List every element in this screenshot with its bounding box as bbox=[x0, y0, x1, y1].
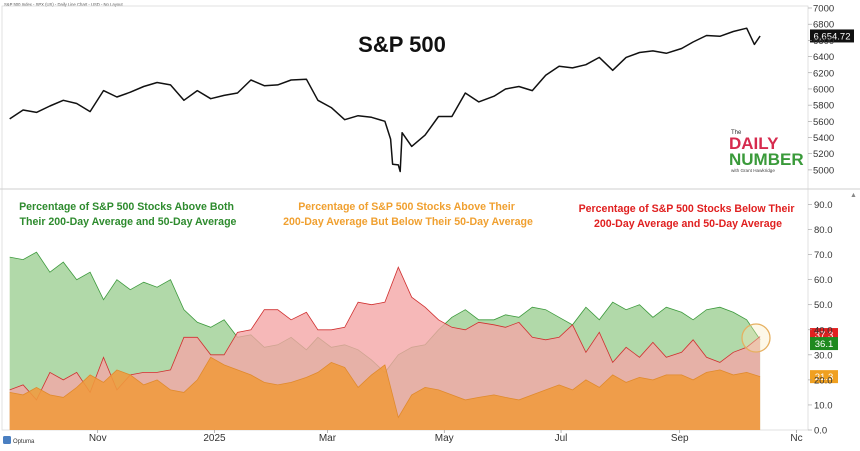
breadth-axis: 90.0 80.0 70.0 60.0 50.0 40.0 30.0 20.0 10.0 0.0 bbox=[808, 200, 833, 437]
footer-brand-text: Optuma bbox=[13, 439, 35, 445]
below-both-area-line bbox=[9, 266, 761, 401]
above-200-below-50-area bbox=[9, 357, 761, 430]
breadth-tick-label: 90.0 bbox=[814, 200, 833, 211]
breadth-tick-label: 70.0 bbox=[814, 250, 833, 261]
date-tick-label: 2025 bbox=[203, 433, 226, 444]
breadth-tick-label: 20.0 bbox=[814, 375, 833, 386]
price-tick-label: 6200 bbox=[813, 68, 834, 79]
price-tick-label: 5000 bbox=[813, 165, 834, 176]
above-both-last-value-box bbox=[810, 337, 838, 351]
price-last-value-label: 6,654.72 bbox=[814, 31, 851, 42]
logo-subtitle: with Grant Hawkridge bbox=[731, 168, 775, 173]
date-axis: Nov 2025 Mar May Jul Sep Nc bbox=[89, 430, 803, 444]
date-tick-label: Mar bbox=[319, 433, 337, 444]
date-tick-label: May bbox=[435, 433, 454, 444]
breadth-tick-label: 80.0 bbox=[814, 225, 833, 236]
breadth-areas: 37.336.1 21.3 bbox=[9, 251, 838, 430]
price-axis: 7000 6800 6600 6400 6200 6000 5800 5600 5400 5200… bbox=[808, 4, 834, 176]
breadth-tick-label: 50.0 bbox=[814, 300, 833, 311]
annotation-above-200-below-50: Percentage of S&P 500 Stocks Above Their… bbox=[283, 201, 533, 228]
latest-values-highlight bbox=[741, 323, 771, 353]
price-tick-label: 5600 bbox=[813, 117, 834, 128]
below-both-last-value-label: 37.3 bbox=[815, 330, 834, 341]
chart-title: S&P 500 bbox=[358, 32, 446, 57]
price-tick-label: 6000 bbox=[813, 84, 834, 95]
annotation-above-both: Percentage of S&P 500 Stocks Above Both … bbox=[19, 201, 237, 228]
price-tick-label: 6600 bbox=[813, 36, 834, 47]
sp500-price-line bbox=[9, 27, 761, 173]
logo-the-text: The bbox=[731, 130, 742, 136]
date-tick-label: Nc bbox=[790, 433, 802, 444]
breadth-tick-label: 40.0 bbox=[814, 325, 833, 336]
logo-word2: NUMBER bbox=[729, 150, 804, 169]
breadth-tick-label: 30.0 bbox=[814, 350, 833, 361]
price-tick-label: 5800 bbox=[813, 101, 834, 112]
axis-scale-icon[interactable]: ▲ bbox=[850, 192, 857, 199]
breadth-tick-label: 10.0 bbox=[814, 400, 833, 411]
daily-number-logo: The DAILY NUMBER with Grant Hawkridge bbox=[729, 130, 804, 173]
price-last-value-box bbox=[810, 29, 854, 43]
optuma-logo-icon bbox=[3, 436, 11, 444]
price-tick-label: 6400 bbox=[813, 52, 834, 63]
price-tick-label: 7000 bbox=[813, 4, 834, 15]
source-line: S&P 500 Index - SPX (US) - Daily Line Ch… bbox=[4, 2, 123, 7]
above-200-below-50-area-line bbox=[9, 356, 761, 419]
date-tick-label: Sep bbox=[671, 433, 689, 444]
date-tick-label: Jul bbox=[555, 433, 568, 444]
breadth-tick-label: 0.0 bbox=[814, 426, 827, 437]
breadth-tick-label: 60.0 bbox=[814, 275, 833, 286]
above-200-below-50-last-value-box bbox=[810, 370, 838, 384]
logo-word1: DAILY bbox=[729, 134, 779, 153]
price-tick-label: 5200 bbox=[813, 149, 834, 160]
price-series: 6,654.72 bbox=[9, 27, 854, 173]
above-200-below-50-last-value-label: 21.3 bbox=[815, 372, 834, 383]
price-tick-label: 5400 bbox=[813, 133, 834, 144]
above-both-last-value-label: 36.1 bbox=[815, 339, 834, 350]
date-tick-label: Nov bbox=[89, 433, 107, 444]
annotation-below-both: Percentage of S&P 500 Stocks Below Their… bbox=[579, 203, 798, 230]
footer-brand: Optuma bbox=[3, 436, 35, 445]
price-tick-label: 6800 bbox=[813, 20, 834, 31]
